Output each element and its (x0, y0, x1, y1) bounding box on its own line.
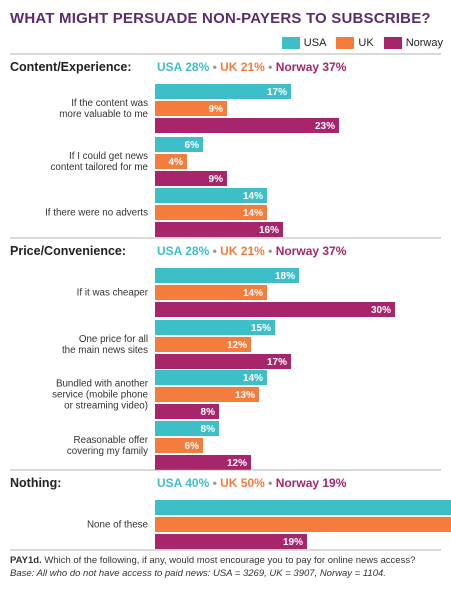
bar-uk (155, 517, 451, 532)
category-label: One price for all (79, 334, 148, 345)
bar-norway (155, 534, 307, 549)
bar-norway (155, 171, 227, 186)
bar-value-label: 17% (267, 357, 287, 368)
bar-value-label: 9% (209, 104, 224, 115)
bar-value-label: 17% (267, 87, 287, 98)
bar-norway (155, 354, 291, 369)
bar-value-label: 6% (185, 441, 200, 452)
legend-swatch-uk (336, 37, 355, 49)
category-label: the main news sites (62, 345, 148, 356)
legend-label-uk: UK (358, 37, 374, 49)
bar-value-label: 12% (227, 458, 247, 469)
bar-value-label: 14% (243, 208, 263, 219)
footnote-base: Base: All who do not have access to paid… (10, 568, 386, 579)
footnote-question-code: PAY1d. (10, 555, 42, 566)
chart: Content/Experience: USA 28% • UK 21% • No… (10, 53, 451, 551)
bar-norway (155, 118, 339, 133)
category-label: If there were no adverts (45, 208, 148, 219)
bar-value-label: 13% (235, 390, 255, 401)
summary-uk: UK 21% (220, 60, 265, 74)
chart-title: WHAT MIGHT PERSUADE NON-PAYERS TO SUBSCR… (10, 10, 431, 27)
bar-usa (155, 500, 451, 515)
bar-value-label: 30% (371, 305, 391, 316)
footnote-question-text: Which of the following, if any, would mo… (41, 555, 416, 566)
category-label: If I could get news (69, 151, 148, 162)
bar-usa (155, 84, 291, 99)
bar-usa (155, 188, 267, 203)
bar-value-label: 16% (259, 225, 279, 236)
bar-value-label: 18% (275, 271, 295, 282)
legend-swatch-norway (383, 37, 402, 49)
section-summary: USA 28% • UK 21% • Norway 37% (157, 244, 347, 258)
summary-uk: UK 21% (220, 244, 265, 258)
section-header: Price/Convenience: (10, 244, 126, 258)
bar-uk (155, 337, 251, 352)
category-label: Reasonable offer (74, 435, 149, 446)
bar-value-label: 8% (201, 424, 216, 435)
bar-usa (155, 137, 203, 152)
legend-item-norway: Norway (383, 37, 443, 49)
category-label: content tailored for me (51, 162, 149, 173)
bar-value-label: 14% (243, 288, 263, 299)
legend-label-norway: Norway (405, 37, 443, 49)
summary-usa: USA 40% (157, 476, 210, 490)
bar-value-label: 9% (209, 174, 224, 185)
bar-uk (155, 387, 259, 402)
category-label: None of these (87, 520, 149, 531)
category-label: more valuable to me (59, 109, 148, 120)
bar-uk (155, 438, 203, 453)
bar-usa (155, 268, 299, 283)
bar-value-label: 23% (315, 121, 335, 132)
legend: USA UK Norway (281, 37, 443, 49)
summary-norway: Norway 37% (276, 60, 347, 74)
bar-uk (155, 154, 187, 169)
summary-uk: UK 50% (220, 476, 265, 490)
summary-norway: Norway 19% (276, 476, 347, 490)
bar-uk (155, 101, 227, 116)
bar-value-label: 14% (243, 373, 263, 384)
bar-value-label: 15% (251, 323, 271, 334)
category-label: service (mobile phone (52, 390, 148, 401)
category-label: If the content was (71, 98, 148, 109)
bar-value-label: 6% (185, 140, 200, 151)
legend-item-usa: USA (281, 37, 327, 49)
footnote: PAY1d. Which of the following, if any, w… (10, 554, 442, 580)
category-label: or streaming video) (64, 401, 148, 412)
summary-usa: USA 28% (157, 244, 210, 258)
bar-value-label: 19% (283, 537, 303, 548)
bar-usa (155, 421, 219, 436)
section-header: Content/Experience: (10, 60, 132, 74)
bar-norway (155, 302, 395, 317)
bar-value-label: 12% (227, 340, 247, 351)
section-summary: USA 28% • UK 21% • Norway 37% (157, 60, 347, 74)
summary-norway: Norway 37% (276, 244, 347, 258)
category-label: If it was cheaper (77, 288, 149, 299)
bar-uk (155, 205, 267, 220)
bar-norway (155, 404, 219, 419)
bar-usa (155, 370, 267, 385)
category-label: covering my family (67, 446, 148, 457)
summary-usa: USA 28% (157, 60, 210, 74)
legend-item-uk: UK (336, 37, 374, 49)
bar-usa (155, 320, 275, 335)
bar-value-label: 4% (169, 157, 184, 168)
bar-uk (155, 285, 267, 300)
legend-swatch-usa (281, 37, 300, 49)
section-header: Nothing: (10, 476, 61, 490)
section-summary: USA 40% • UK 50% • Norway 19% (157, 476, 347, 490)
bar-norway (155, 455, 251, 470)
bar-value-label: 14% (243, 191, 263, 202)
bar-norway (155, 222, 283, 237)
category-label: Bundled with another (56, 379, 149, 390)
legend-label-usa: USA (303, 37, 327, 49)
bar-value-label: 8% (201, 407, 216, 418)
